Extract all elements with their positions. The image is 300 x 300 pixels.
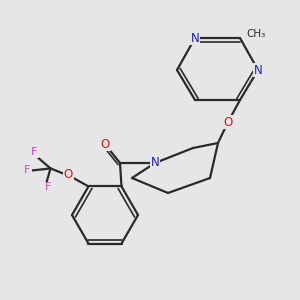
Text: F: F (31, 147, 38, 158)
Text: N: N (190, 32, 200, 44)
Text: N: N (254, 64, 262, 76)
Text: O: O (224, 116, 232, 128)
Text: F: F (24, 165, 31, 176)
Text: O: O (64, 168, 73, 181)
Text: N: N (151, 157, 159, 169)
Text: O: O (100, 137, 109, 151)
Text: CH₃: CH₃ (246, 29, 266, 39)
Text: F: F (45, 182, 52, 192)
